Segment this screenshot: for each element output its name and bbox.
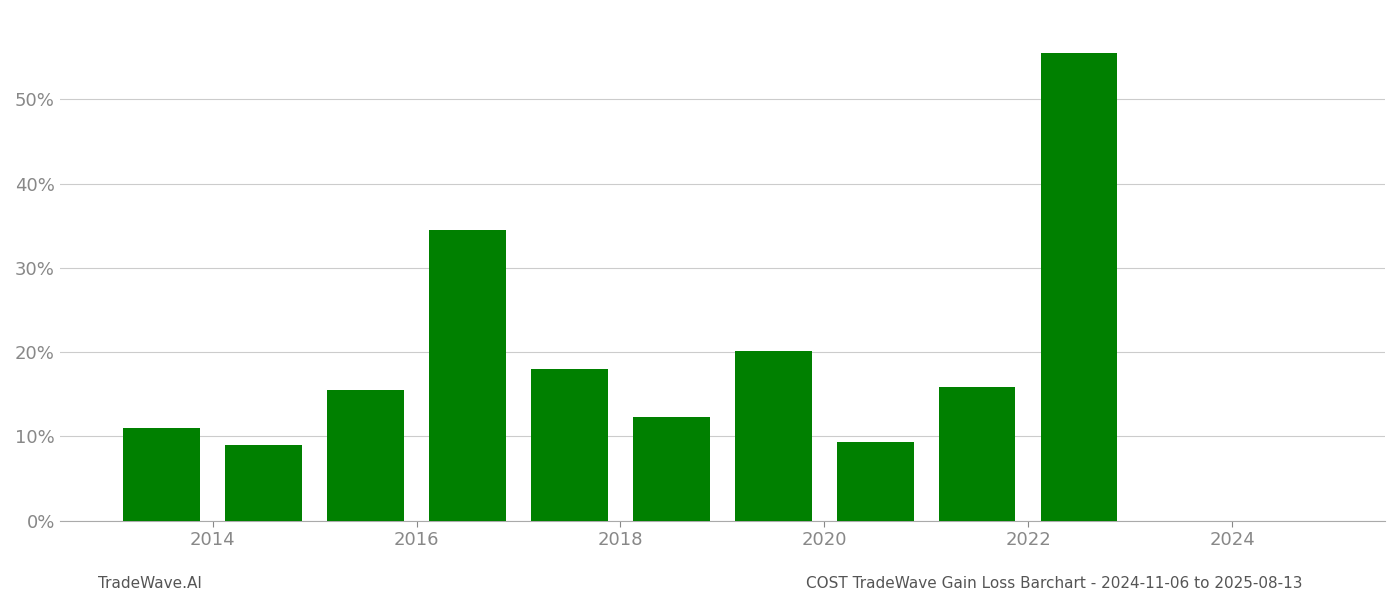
Bar: [633, 417, 710, 521]
Text: COST TradeWave Gain Loss Barchart - 2024-11-06 to 2025-08-13: COST TradeWave Gain Loss Barchart - 2024…: [805, 576, 1302, 591]
Text: TradeWave.AI: TradeWave.AI: [98, 576, 202, 591]
Bar: [531, 369, 608, 521]
Bar: [123, 428, 200, 521]
Bar: [328, 390, 403, 521]
Bar: [939, 388, 1015, 521]
Bar: [837, 442, 914, 521]
Bar: [430, 230, 505, 521]
Bar: [735, 351, 812, 521]
Bar: [225, 445, 302, 521]
Bar: [1042, 53, 1117, 521]
